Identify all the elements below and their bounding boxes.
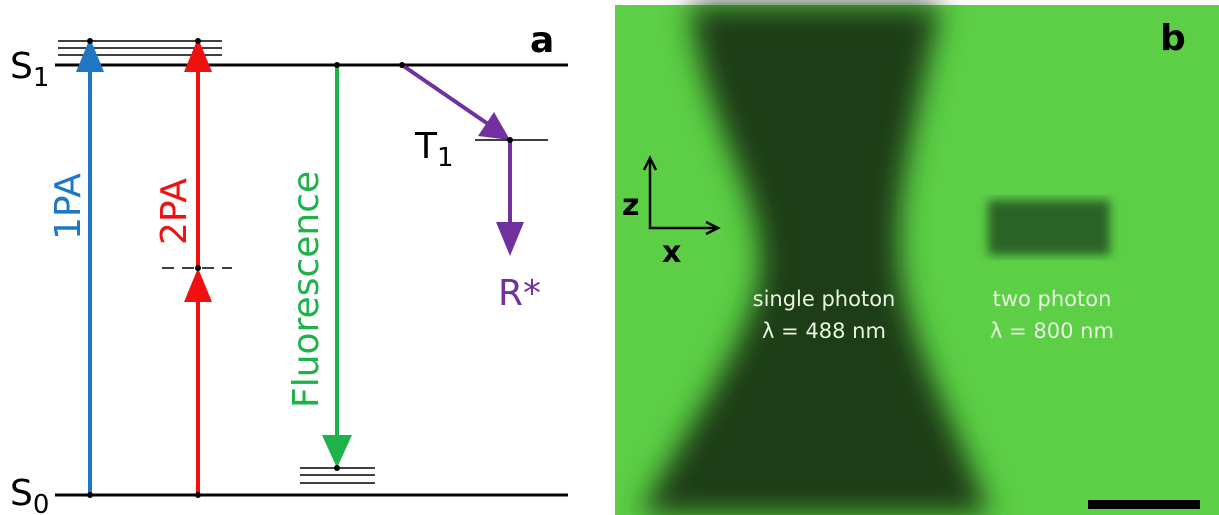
shape (195, 492, 201, 498)
axis-label: z (622, 188, 639, 223)
arrow-label: Fluorescence (286, 171, 327, 408)
two-photon-focus (988, 200, 1110, 255)
shape (87, 38, 93, 44)
arrow-label: 2PA (154, 178, 195, 245)
level-label: T1 (414, 126, 454, 173)
text-part: T (414, 126, 438, 167)
arrow-1pa (76, 38, 104, 495)
shape (399, 62, 405, 68)
text-part: S (10, 46, 33, 87)
caption: two photon (993, 287, 1112, 311)
panel-b: b z x single photon λ = 488 nm two photo… (615, 5, 1219, 515)
shape (184, 268, 212, 302)
axis-label: x (662, 235, 681, 270)
caption: λ = 800 nm (990, 319, 1114, 343)
shape (496, 222, 524, 256)
level-label: S1 (10, 46, 49, 93)
caption: single photon (753, 287, 896, 311)
text-part: 0 (33, 490, 50, 515)
shape (195, 265, 201, 271)
shape (478, 112, 510, 140)
text-part: 1 (33, 63, 50, 93)
panel-label: b (1160, 18, 1186, 59)
panel-label: a (530, 20, 554, 61)
shape (87, 492, 93, 498)
text-part: 1 (437, 143, 454, 173)
shape (402, 65, 488, 124)
shape (195, 38, 201, 44)
panel-a: a S1 S0 T1 1PA 2PA Fluorescence R* (10, 20, 568, 515)
caption: λ = 488 nm (762, 319, 886, 343)
shape (322, 435, 352, 468)
shape (334, 465, 340, 471)
shape (507, 137, 513, 143)
shape (334, 62, 340, 68)
arrow-label: 1PA (48, 173, 89, 240)
text-part: S (10, 473, 33, 514)
arrow-label: R* (498, 273, 541, 314)
scale-bar (1088, 500, 1200, 509)
figure: a S1 S0 T1 1PA 2PA Fluorescence R* b z x… (0, 0, 1219, 515)
level-label: S0 (10, 473, 49, 515)
